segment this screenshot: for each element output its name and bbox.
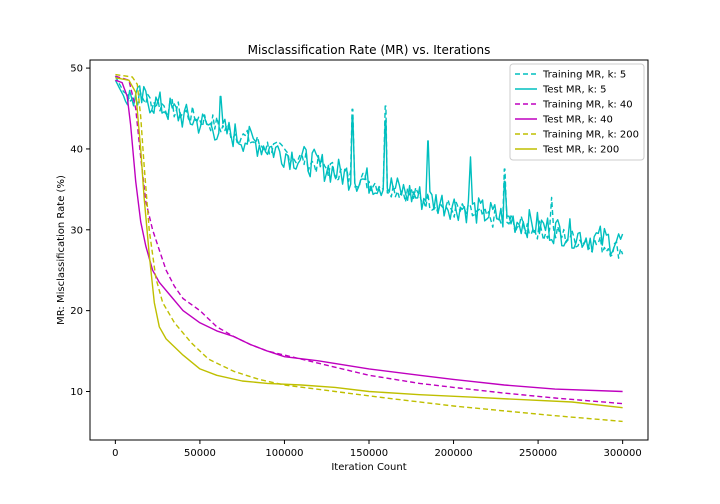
series-line-2 (114, 79, 624, 256)
legend-label: Training MR, k: 200 (542, 130, 639, 141)
legend: Training MR, k: 5 Test MR, k: 5 Training M… (509, 63, 645, 161)
x-tick-label: 100000 (265, 448, 303, 459)
y-axis-label: MR: Misclassification Rate (%) (56, 175, 67, 325)
legend-box (509, 63, 645, 161)
y-tick-label: 50 (70, 64, 83, 75)
x-axis: 0 50000 100000 150000 200000 250000 300000 (112, 440, 642, 459)
chart-title: Misclassification Rate (MR) vs. Iteratio… (248, 43, 491, 57)
series-line-6 (115, 77, 623, 409)
legend-label: Test MR, k: 40 (542, 115, 613, 126)
y-axis: 10 20 30 40 50 (70, 64, 90, 398)
x-tick-label: 50000 (184, 448, 216, 459)
y-tick-label: 40 (70, 144, 83, 155)
y-tick-label: 30 (70, 225, 83, 236)
x-tick-label: 0 (112, 448, 118, 459)
legend-label: Test MR, k: 200 (542, 145, 619, 156)
x-tick-label: 300000 (604, 448, 642, 459)
x-tick-label: 150000 (350, 448, 388, 459)
legend-label: Training MR, k: 5 (542, 70, 626, 81)
series-line-3 (115, 75, 623, 405)
legend-label: Test MR, k: 5 (542, 85, 607, 96)
y-tick-label: 10 (70, 387, 83, 398)
x-axis-label: Iteration Count (331, 462, 406, 473)
x-tick-label: 200000 (434, 448, 472, 459)
series-line-5 (115, 73, 623, 423)
series-line-4 (115, 79, 623, 393)
series-layer (114, 73, 624, 423)
legend-label: Training MR, k: 40 (542, 100, 633, 111)
y-tick-label: 20 (70, 306, 83, 317)
x-tick-label: 250000 (519, 448, 557, 459)
